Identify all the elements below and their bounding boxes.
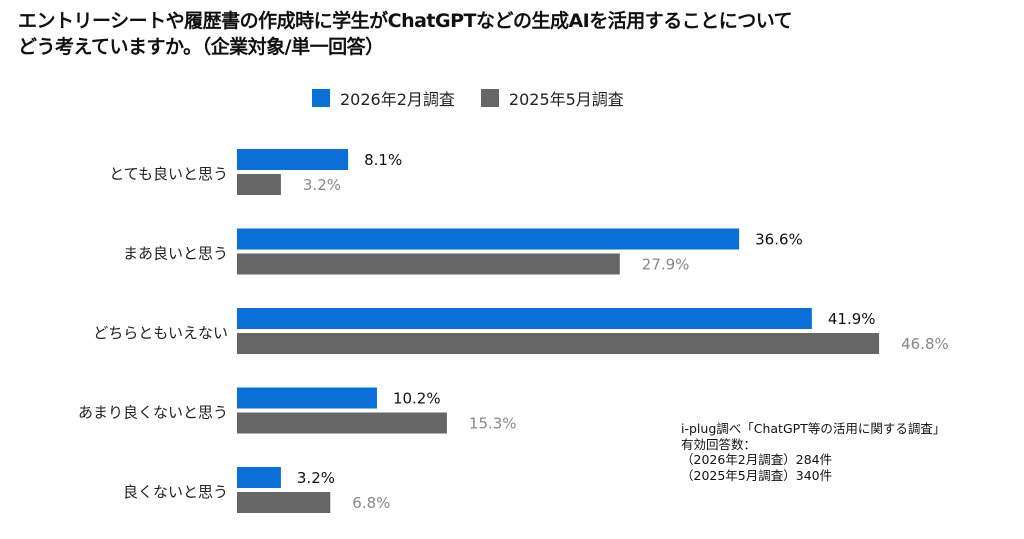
data-label: 3.2%: [303, 176, 341, 194]
data-label: 3.2%: [297, 469, 335, 487]
source-note: i-plug調べ「ChatGPT等の活用に関する調査」 有効回答数： （2026…: [681, 421, 945, 483]
source-note-line: i-plug調べ「ChatGPT等の活用に関する調査」: [681, 421, 946, 436]
category-label: とても良いと思う: [109, 165, 228, 183]
data-label: 6.8%: [352, 494, 390, 512]
bar: [237, 333, 880, 354]
bar: [237, 467, 281, 488]
source-note-line: （2025年5月調査）340件: [681, 467, 833, 483]
data-label: 27.9%: [642, 256, 690, 274]
bar: [237, 174, 281, 195]
data-label: 46.8%: [901, 335, 949, 353]
chart-title-line-1: エントリーシートや履歴書の作成時に学生がChatGPTなどの生成AIを活用するこ…: [18, 10, 793, 32]
category-label: どちらともいえない: [93, 324, 228, 342]
legend-label-2025: 2025年5月調査: [508, 90, 624, 109]
chart-title: エントリーシートや履歴書の作成時に学生がChatGPTなどの生成AIを活用するこ…: [18, 8, 793, 60]
bar: [237, 228, 740, 250]
chart-title-line-2: どう考えていますか。（企業対象/単一回答）: [18, 36, 384, 58]
data-label: 15.3%: [469, 415, 517, 433]
legend: 2026年2月調査 2025年5月調査: [312, 86, 624, 110]
legend-item-2025: 2025年5月調査: [480, 86, 624, 110]
data-label: 10.2%: [393, 390, 441, 408]
bar: [237, 149, 349, 170]
legend-swatch-2026: [312, 89, 330, 107]
bar: [237, 412, 447, 434]
category-label: まあ良いと思う: [123, 245, 228, 263]
source-note-line: 有効回答数：: [681, 436, 757, 452]
legend-label-2026: 2026年2月調査: [340, 90, 455, 109]
source-note-line: （2026年2月調査）284件: [681, 452, 833, 467]
category-label: 良くないと思う: [123, 483, 228, 501]
bar: [237, 308, 812, 329]
bar: [237, 492, 331, 513]
bar: [237, 253, 620, 275]
category-label: あまり良くないと思う: [78, 404, 228, 422]
data-label: 36.6%: [755, 231, 803, 249]
legend-item-2026: 2026年2月調査: [312, 86, 455, 110]
data-label: 8.1%: [364, 151, 402, 169]
data-label: 41.9%: [828, 310, 876, 328]
bar: [237, 387, 377, 409]
legend-swatch-2025: [480, 89, 499, 107]
